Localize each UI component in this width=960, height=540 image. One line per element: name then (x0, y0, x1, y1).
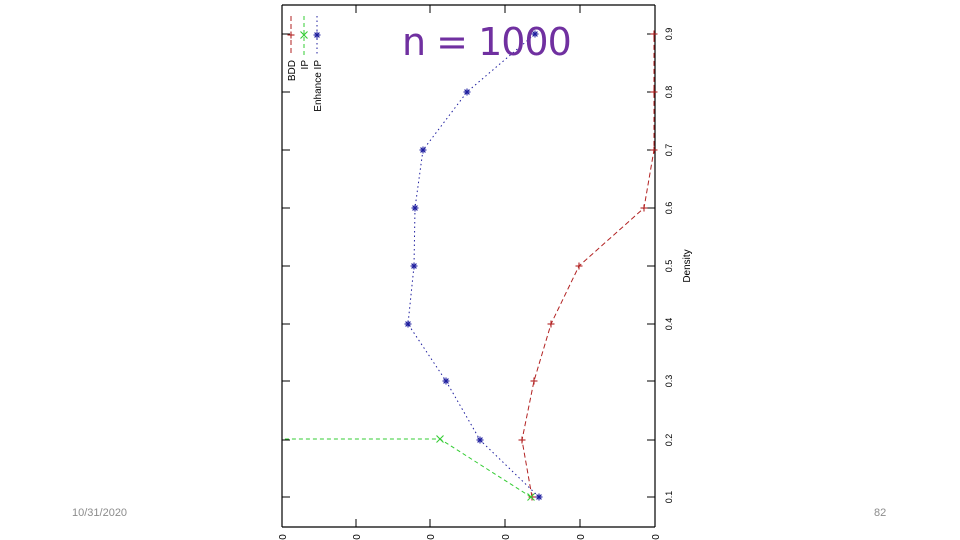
density-tick-label: 0.1 (664, 491, 674, 504)
slide-title: n = 1000 (402, 20, 572, 64)
page-number: 82 (874, 507, 887, 519)
density-tick-label: 0.2 (664, 434, 674, 447)
value-axis-ticks: 0 0 0 0 0 0 (278, 5, 662, 540)
legend-label: BDD (287, 60, 298, 81)
plot-frame (281, 4, 656, 528)
legend-label: Enhance IP (313, 60, 324, 112)
density-axis-label: Density (682, 249, 693, 282)
value-tick-label: 0 (501, 534, 512, 540)
legend-item: BDD (287, 16, 298, 81)
legend-item: Enhance IP (313, 16, 324, 112)
density-tick-label: 0.9 (664, 28, 674, 41)
footer-date: 10/31/2020 (72, 507, 128, 519)
value-tick-label: 0 (426, 534, 437, 540)
value-tick-label: 0 (278, 534, 289, 540)
series-layer (283, 30, 658, 501)
density-tick-label: 0.8 (664, 86, 674, 99)
value-tick-label: 0 (651, 534, 662, 540)
value-tick-label: 0 (352, 534, 363, 540)
density-tick-label: 0.6 (664, 202, 674, 215)
density-tick-label: 0.5 (664, 260, 674, 273)
legend-item: IP (300, 16, 311, 69)
legend: BDD IP Enhance IP (287, 16, 324, 112)
density-tick-label: 0.4 (664, 318, 674, 331)
series-bdd (518, 30, 658, 501)
series-enhance-ip (404, 30, 543, 501)
density-axis-ticks: 0.1 0.2 0.3 0.4 0.5 0.6 0.7 0.8 0.9 (282, 28, 674, 504)
series-ip (283, 435, 535, 501)
legend-label: IP (300, 60, 311, 70)
value-tick-label: 0 (576, 534, 587, 540)
density-tick-label: 0.7 (664, 144, 674, 157)
density-tick-label: 0.3 (664, 375, 674, 388)
